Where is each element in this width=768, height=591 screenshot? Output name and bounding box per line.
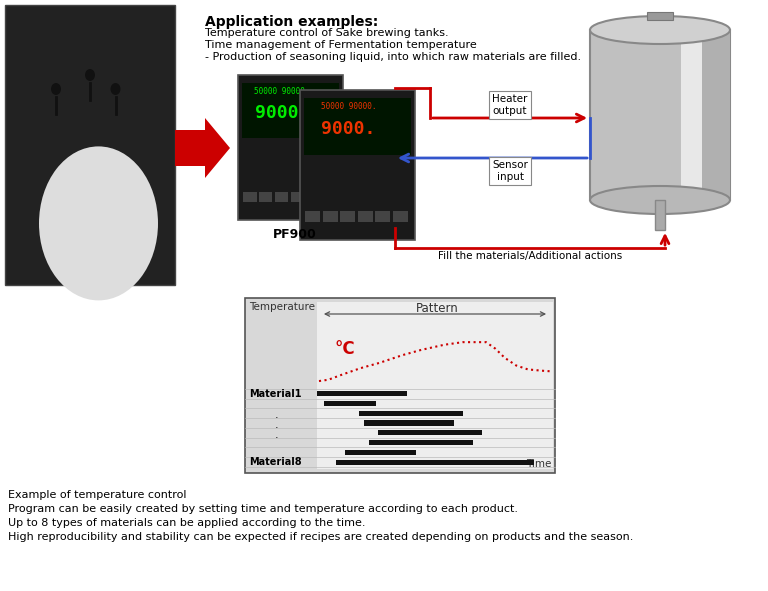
Ellipse shape <box>590 186 730 214</box>
Bar <box>336 460 534 465</box>
Text: PF900: PF900 <box>273 228 317 241</box>
Bar <box>290 191 304 202</box>
Bar <box>242 83 339 138</box>
Bar <box>364 420 454 426</box>
Text: Time management of Fermentation temperature: Time management of Fermentation temperat… <box>205 40 477 50</box>
Bar <box>357 211 372 222</box>
Bar <box>392 211 408 222</box>
Text: ·
·
·: · · · <box>275 413 279 443</box>
Bar <box>369 440 473 445</box>
Bar <box>375 211 390 222</box>
Bar <box>306 191 320 202</box>
Bar <box>317 302 553 469</box>
Text: Fill the materials/Additional actions: Fill the materials/Additional actions <box>438 251 622 261</box>
Bar <box>359 411 463 416</box>
Text: Application examples:: Application examples: <box>205 15 379 29</box>
Text: High reproducibility and stability can be expected if recipes are created depend: High reproducibility and stability can b… <box>8 532 634 542</box>
Text: Temperature control of Sake brewing tanks.: Temperature control of Sake brewing tank… <box>205 28 449 38</box>
Bar <box>243 191 257 202</box>
Bar <box>259 191 273 202</box>
Text: 9000.: 9000. <box>255 104 310 122</box>
Ellipse shape <box>85 69 95 81</box>
Bar <box>324 401 376 406</box>
Text: - Production of seasoning liquid, into which raw materials are filled.: - Production of seasoning liquid, into w… <box>205 52 581 62</box>
Text: 50000 90000.: 50000 90000. <box>320 102 376 111</box>
Text: Temperature: Temperature <box>249 302 315 312</box>
Bar <box>346 450 416 455</box>
Bar <box>323 211 337 222</box>
Bar <box>304 98 411 155</box>
Ellipse shape <box>39 147 158 300</box>
Text: Material1: Material1 <box>249 389 302 399</box>
Text: Sensor
input: Sensor input <box>492 160 528 181</box>
Text: Program can be easily created by setting time and temperature according to each : Program can be easily created by setting… <box>8 504 518 514</box>
Bar <box>590 30 730 200</box>
Bar <box>245 298 555 473</box>
Text: Time: Time <box>525 459 551 469</box>
Text: Example of temperature control: Example of temperature control <box>8 490 187 500</box>
Text: Pattern: Pattern <box>415 302 458 315</box>
Bar <box>379 430 482 436</box>
Ellipse shape <box>590 16 730 44</box>
Bar <box>317 391 407 396</box>
Bar <box>5 5 175 285</box>
Bar <box>305 211 320 222</box>
Bar <box>300 90 415 240</box>
Ellipse shape <box>111 83 121 95</box>
Bar <box>340 211 355 222</box>
Text: Up to 8 types of materials can be applied according to the time.: Up to 8 types of materials can be applie… <box>8 518 366 528</box>
Bar <box>238 75 343 220</box>
Bar <box>647 12 673 20</box>
Bar <box>275 191 288 202</box>
Text: Heater
output: Heater output <box>492 95 528 116</box>
Polygon shape <box>175 118 230 178</box>
Bar <box>322 191 336 202</box>
Text: 50000 90000.: 50000 90000. <box>254 87 310 96</box>
Text: °C: °C <box>335 340 356 358</box>
Bar <box>681 30 702 200</box>
Text: Material8: Material8 <box>249 457 302 467</box>
Bar <box>655 200 665 230</box>
Ellipse shape <box>51 83 61 95</box>
Bar <box>702 30 730 200</box>
Text: 9000.: 9000. <box>321 121 376 138</box>
